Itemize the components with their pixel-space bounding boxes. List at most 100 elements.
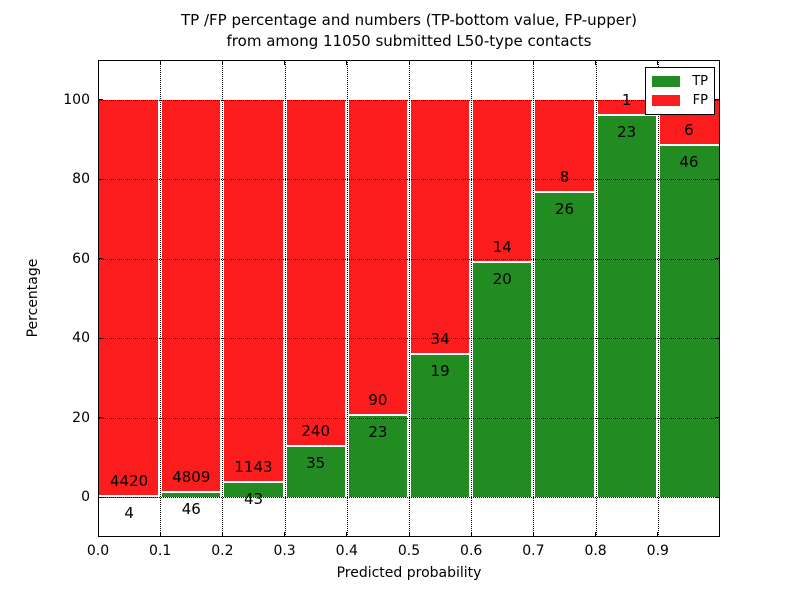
gridline-vertical — [222, 60, 224, 537]
tp-count-label: 20 — [492, 270, 512, 289]
x-tickmark-bottom — [657, 532, 659, 537]
fp-count-label: 240 — [301, 421, 330, 440]
gridline-vertical — [160, 60, 162, 537]
legend: TP FP — [645, 67, 715, 115]
x-tickmark-top — [159, 60, 161, 65]
fp-count-label: 34 — [430, 329, 450, 348]
bar-fp-segment — [98, 99, 159, 497]
x-tickmark-top — [470, 60, 472, 65]
bar-fp-segment — [597, 99, 656, 117]
legend-item: FP — [652, 91, 708, 110]
fp-count-label: 8 — [559, 168, 570, 187]
legend-label: FP — [692, 93, 708, 108]
gridline-vertical — [657, 60, 659, 537]
bar-tp-segment — [348, 416, 407, 498]
legend-label: TP — [692, 74, 708, 89]
legend-item: TP — [652, 72, 708, 91]
tp-count-label: 43 — [243, 489, 264, 508]
gridline-vertical — [409, 60, 410, 537]
y-tickmark-left — [98, 258, 103, 260]
bar-tp-segment — [659, 145, 720, 498]
bar-fp-segment — [348, 99, 407, 417]
x-tickmark-top — [595, 60, 597, 65]
x-tickmark-bottom — [97, 532, 99, 537]
fp-count-label: 4420 — [110, 471, 149, 490]
fp-count-label: 6 — [684, 120, 694, 139]
y-tickmark-left — [98, 496, 103, 498]
x-tickmark-top — [657, 60, 659, 65]
x-tickmark-top — [284, 60, 286, 65]
y-tickmark-left — [98, 337, 103, 339]
x-tick-label: 0.4 — [335, 543, 358, 559]
bar-tp-segment — [224, 482, 283, 498]
x-tickmark-bottom — [221, 532, 223, 537]
y-axis-label: Percentage — [25, 258, 41, 338]
legend-swatch-tp — [652, 76, 680, 87]
tp-count-label: 46 — [679, 152, 699, 171]
bar-fp-segment — [535, 99, 594, 194]
x-tickmark-bottom — [595, 532, 597, 537]
x-tickmark-bottom — [408, 532, 410, 537]
gridline-vertical — [595, 60, 597, 537]
x-tickmark-bottom — [284, 532, 286, 537]
y-tickmark-left — [98, 417, 103, 419]
bar-tp-segment — [411, 354, 470, 498]
y-tick-label: 60 — [72, 250, 90, 267]
x-tickmark-top — [97, 60, 99, 65]
fp-count-label: 4809 — [172, 468, 211, 487]
x-tick-label: 0.9 — [646, 543, 669, 559]
fp-count-label: 90 — [368, 391, 388, 410]
fp-count-label: 1143 — [234, 457, 273, 476]
bar-tp-segment — [535, 193, 594, 498]
bar-fp-segment — [162, 99, 221, 494]
x-tickmark-top — [346, 60, 348, 65]
x-tickmark-bottom — [159, 532, 161, 537]
y-tickmark-right — [715, 258, 720, 260]
y-tickmark-right — [715, 496, 720, 498]
x-axis-label: Predicted probability — [336, 565, 482, 581]
x-tick-label: 0.0 — [86, 543, 110, 559]
x-tickmark-top — [408, 60, 410, 65]
x-tickmark-top — [532, 60, 534, 65]
bar-tp-segment — [162, 493, 221, 498]
bar-tp-segment — [597, 116, 656, 498]
tp-count-label: 19 — [430, 361, 450, 380]
y-tick-label: 40 — [72, 330, 90, 347]
x-tickmark-bottom — [346, 532, 348, 537]
y-tickmark-left — [98, 178, 103, 180]
x-tick-label: 0.7 — [522, 543, 545, 559]
fp-count-label: 1 — [621, 91, 632, 110]
bar-tp-segment — [286, 446, 345, 498]
y-tick-label: 100 — [63, 91, 90, 108]
bar-tp-segment — [473, 263, 532, 498]
chart-title-line2: from among 11050 submitted L50-type cont… — [226, 32, 592, 50]
gridline-vertical — [284, 60, 286, 537]
legend-swatch-fp — [652, 95, 680, 106]
bar-fp-segment — [224, 99, 283, 483]
tp-count-label: 46 — [181, 500, 201, 519]
x-tick-label: 0.8 — [584, 543, 607, 559]
x-tick-label: 0.5 — [397, 543, 421, 559]
x-tick-label: 0.2 — [211, 543, 234, 559]
y-tick-label: 0 — [81, 489, 90, 506]
tp-count-label: 26 — [554, 200, 575, 219]
gridline-vertical — [346, 60, 348, 537]
y-tickmark-right — [715, 178, 720, 180]
tp-count-label: 23 — [617, 123, 637, 142]
y-tickmark-right — [715, 99, 720, 101]
x-tickmark-bottom — [470, 532, 472, 537]
tp-count-label: 4 — [124, 503, 134, 522]
x-tick-label: 0.3 — [273, 543, 296, 559]
x-tick-label: 0.1 — [149, 543, 172, 559]
x-tick-label: 0.6 — [460, 543, 483, 559]
bar-fp-segment — [286, 99, 345, 447]
y-tick-label: 80 — [72, 171, 90, 188]
y-tickmark-right — [715, 417, 720, 419]
chart-title-line1: TP /FP percentage and numbers (TP-bottom… — [181, 11, 637, 29]
fp-count-label: 14 — [492, 238, 512, 257]
gridline-vertical — [471, 60, 473, 537]
y-tick-label: 20 — [72, 409, 90, 426]
x-tickmark-bottom — [532, 532, 534, 537]
plot-area: 4420 4 4809 46 1143 43 240 35 90 23 34 19 14 20 8 26 1 23… — [97, 60, 720, 537]
